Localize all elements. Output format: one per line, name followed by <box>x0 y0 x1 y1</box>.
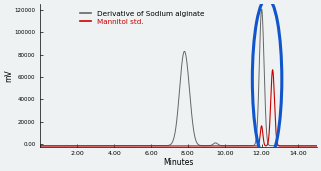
Line: Derivative of Sodium alginate: Derivative of Sodium alginate <box>40 9 317 146</box>
Mannitol std. <box>315 145 319 147</box>
Mannitol std. <box>202 145 206 147</box>
Derivative of Sodium alginate <box>214 142 218 144</box>
Mannitol std. <box>139 145 143 147</box>
Mannitol std. <box>258 134 262 136</box>
Derivative of Sodium alginate <box>39 145 42 147</box>
Derivative of Sodium alginate <box>315 145 319 147</box>
Derivative of Sodium alginate <box>260 8 264 10</box>
Mannitol std. <box>214 145 218 147</box>
Mannitol std. <box>52 145 56 147</box>
Legend: Derivative of Sodium alginate, Mannitol std.: Derivative of Sodium alginate, Mannitol … <box>77 8 207 28</box>
Mannitol std. <box>271 69 274 71</box>
Mannitol std. <box>243 145 247 147</box>
Derivative of Sodium alginate <box>202 145 206 147</box>
X-axis label: Minutes: Minutes <box>163 158 194 167</box>
Derivative of Sodium alginate <box>52 145 56 147</box>
Derivative of Sodium alginate <box>258 36 262 38</box>
Derivative of Sodium alginate <box>139 145 143 147</box>
Y-axis label: mV: mV <box>4 69 13 82</box>
Derivative of Sodium alginate <box>243 145 247 147</box>
Mannitol std. <box>39 145 42 147</box>
Line: Mannitol std.: Mannitol std. <box>40 70 317 146</box>
